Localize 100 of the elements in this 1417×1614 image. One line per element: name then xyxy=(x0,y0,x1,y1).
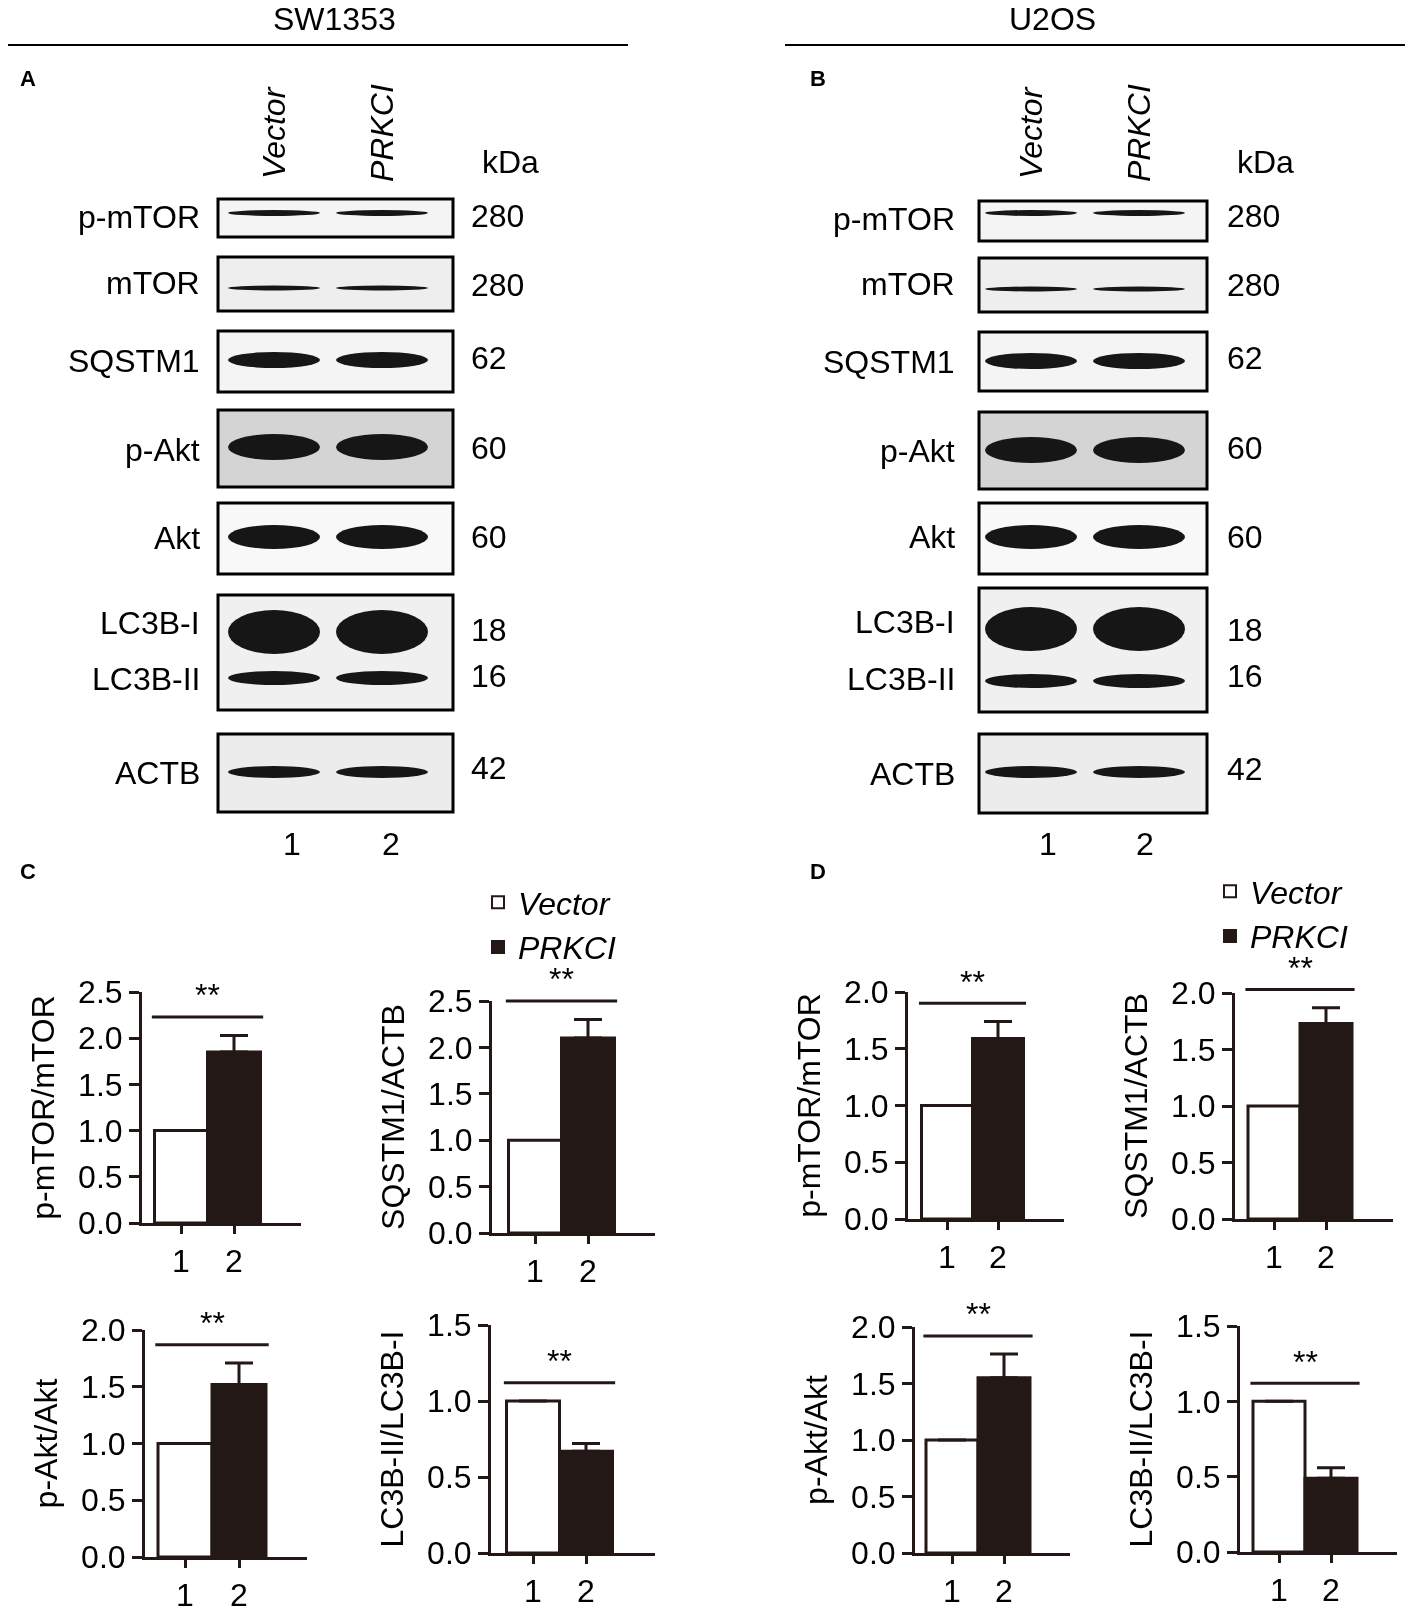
y-tick-label: 2.0 xyxy=(1171,975,1216,1012)
y-tick-label: 0.0 xyxy=(81,1539,126,1576)
category-label: ACTB xyxy=(870,756,956,792)
y-tick-label: 2.0 xyxy=(428,1029,473,1066)
category-label: LC3B-II xyxy=(92,661,201,697)
y-tick-label: 1.5 xyxy=(81,1368,126,1405)
annotation: ** xyxy=(966,1296,991,1332)
text: A xyxy=(20,66,36,91)
y-tick-label: 1.0 xyxy=(1176,1383,1221,1420)
x-tick-label: 2 xyxy=(995,1573,1013,1610)
category-label: 62 xyxy=(471,340,507,376)
y-tick-label: 0.5 xyxy=(428,1168,473,1205)
category-label: mTOR xyxy=(106,265,200,301)
y-tick-label: 1.0 xyxy=(428,1122,473,1159)
category-label: p-mTOR xyxy=(78,199,201,235)
category-label: mTOR xyxy=(861,266,955,302)
text: 2 xyxy=(1136,826,1154,862)
text: U2OS xyxy=(1009,1,1097,37)
y-axis-title: p-mTOR/mTOR xyxy=(791,993,828,1218)
category-label: ACTB xyxy=(115,755,201,791)
category-label: 60 xyxy=(471,430,507,466)
category-label: 18 xyxy=(1227,612,1263,648)
y-tick-label: 1.0 xyxy=(81,1425,126,1462)
category-label: p-mTOR xyxy=(833,201,956,237)
category-label: SQSTM1 xyxy=(68,343,200,379)
x-tick-label: 1 xyxy=(526,1253,544,1290)
x-tick-label: 1 xyxy=(938,1239,956,1276)
category-label: PRKCI xyxy=(364,84,400,182)
y-tick-label: 1.0 xyxy=(851,1422,896,1459)
category-label: Akt xyxy=(154,520,201,556)
y-tick-label: 1.5 xyxy=(78,1066,123,1103)
category-label: p-Akt xyxy=(880,433,955,469)
legend-label: Vector xyxy=(518,885,611,922)
x-tick-label: 2 xyxy=(577,1573,595,1610)
category-label: p-Akt xyxy=(125,432,200,468)
y-axis-title: SQSTM1/ACTB xyxy=(1118,993,1155,1219)
y-tick-label: 0.5 xyxy=(1171,1144,1216,1181)
category-label: LC3B-I xyxy=(855,604,955,640)
y-tick-label: 1.0 xyxy=(427,1383,472,1420)
category-label: 42 xyxy=(1227,751,1263,787)
annotation: ** xyxy=(960,964,985,1000)
y-tick-label: 0.5 xyxy=(1176,1458,1221,1495)
category-label: Akt xyxy=(909,519,956,555)
y-axis-title: LC3B-II/LC3B-I xyxy=(1123,1330,1160,1548)
category-label: 62 xyxy=(1227,340,1263,376)
category-label: 60 xyxy=(471,519,507,555)
y-tick-label: 2.0 xyxy=(844,974,889,1011)
y-tick-label: 2.0 xyxy=(81,1312,126,1349)
y-tick-label: 1.5 xyxy=(851,1365,896,1402)
text: B xyxy=(810,66,826,91)
x-tick-label: 1 xyxy=(1270,1572,1288,1609)
y-tick-label: 1.5 xyxy=(428,1076,473,1112)
y-tick-label: 1.5 xyxy=(427,1307,472,1344)
text: 2 xyxy=(382,826,400,862)
category-label: 16 xyxy=(471,658,507,694)
y-tick-label: 1.5 xyxy=(844,1030,889,1067)
x-tick-label: 1 xyxy=(943,1573,961,1610)
y-tick-label: 0.5 xyxy=(851,1478,896,1515)
y-axis-title: SQSTM1/ACTB xyxy=(375,1004,412,1230)
legend-label: Vector xyxy=(1250,874,1343,911)
y-tick-label: 2.0 xyxy=(78,1020,123,1057)
category-label: 280 xyxy=(1227,267,1281,303)
x-tick-label: 1 xyxy=(172,1243,190,1280)
y-tick-label: 0.0 xyxy=(1171,1201,1216,1238)
y-tick-label: 0.0 xyxy=(427,1535,472,1572)
y-tick-label: 0.5 xyxy=(81,1482,126,1519)
category-label: 16 xyxy=(1227,658,1263,694)
y-tick-label: 0.5 xyxy=(78,1159,123,1195)
y-tick-label: 1.0 xyxy=(844,1087,889,1124)
text: SW1353 xyxy=(273,1,396,37)
text: 1 xyxy=(1039,826,1057,862)
x-tick-label: 1 xyxy=(176,1577,194,1614)
chart-title: D xyxy=(810,859,826,884)
y-tick-label: 0.0 xyxy=(428,1215,473,1252)
y-axis-title: LC3B-II/LC3B-I xyxy=(374,1330,411,1548)
annotation: ** xyxy=(1293,1344,1318,1380)
text: kDa xyxy=(1237,144,1295,180)
x-tick-label: 2 xyxy=(1322,1572,1340,1609)
x-tick-label: 2 xyxy=(1317,1239,1335,1276)
category-label: 60 xyxy=(1227,430,1263,466)
category-label: 280 xyxy=(471,267,525,303)
y-tick-label: 0.0 xyxy=(844,1201,889,1238)
category-label: LC3B-I xyxy=(100,605,200,641)
y-tick-label: 0.5 xyxy=(844,1144,889,1181)
category-label: Vector xyxy=(1013,86,1049,179)
y-axis-title: p-mTOR/mTOR xyxy=(25,995,62,1220)
x-tick-label: 2 xyxy=(225,1243,243,1280)
text: 1 xyxy=(283,826,301,862)
y-tick-label: 2.5 xyxy=(428,983,473,1020)
y-tick-label: 1.5 xyxy=(1171,1031,1216,1068)
annotation: ** xyxy=(195,977,220,1013)
y-axis-title: p-Akt/Akt xyxy=(798,1374,835,1505)
x-tick-label: 2 xyxy=(230,1577,248,1614)
x-tick-label: 2 xyxy=(579,1253,597,1290)
category-label: 42 xyxy=(471,750,507,786)
annotation: ** xyxy=(200,1305,225,1341)
text: kDa xyxy=(482,144,540,180)
y-tick-label: 0.0 xyxy=(851,1535,896,1572)
category-label: PRKCI xyxy=(1121,84,1157,182)
x-tick-label: 2 xyxy=(989,1239,1007,1276)
